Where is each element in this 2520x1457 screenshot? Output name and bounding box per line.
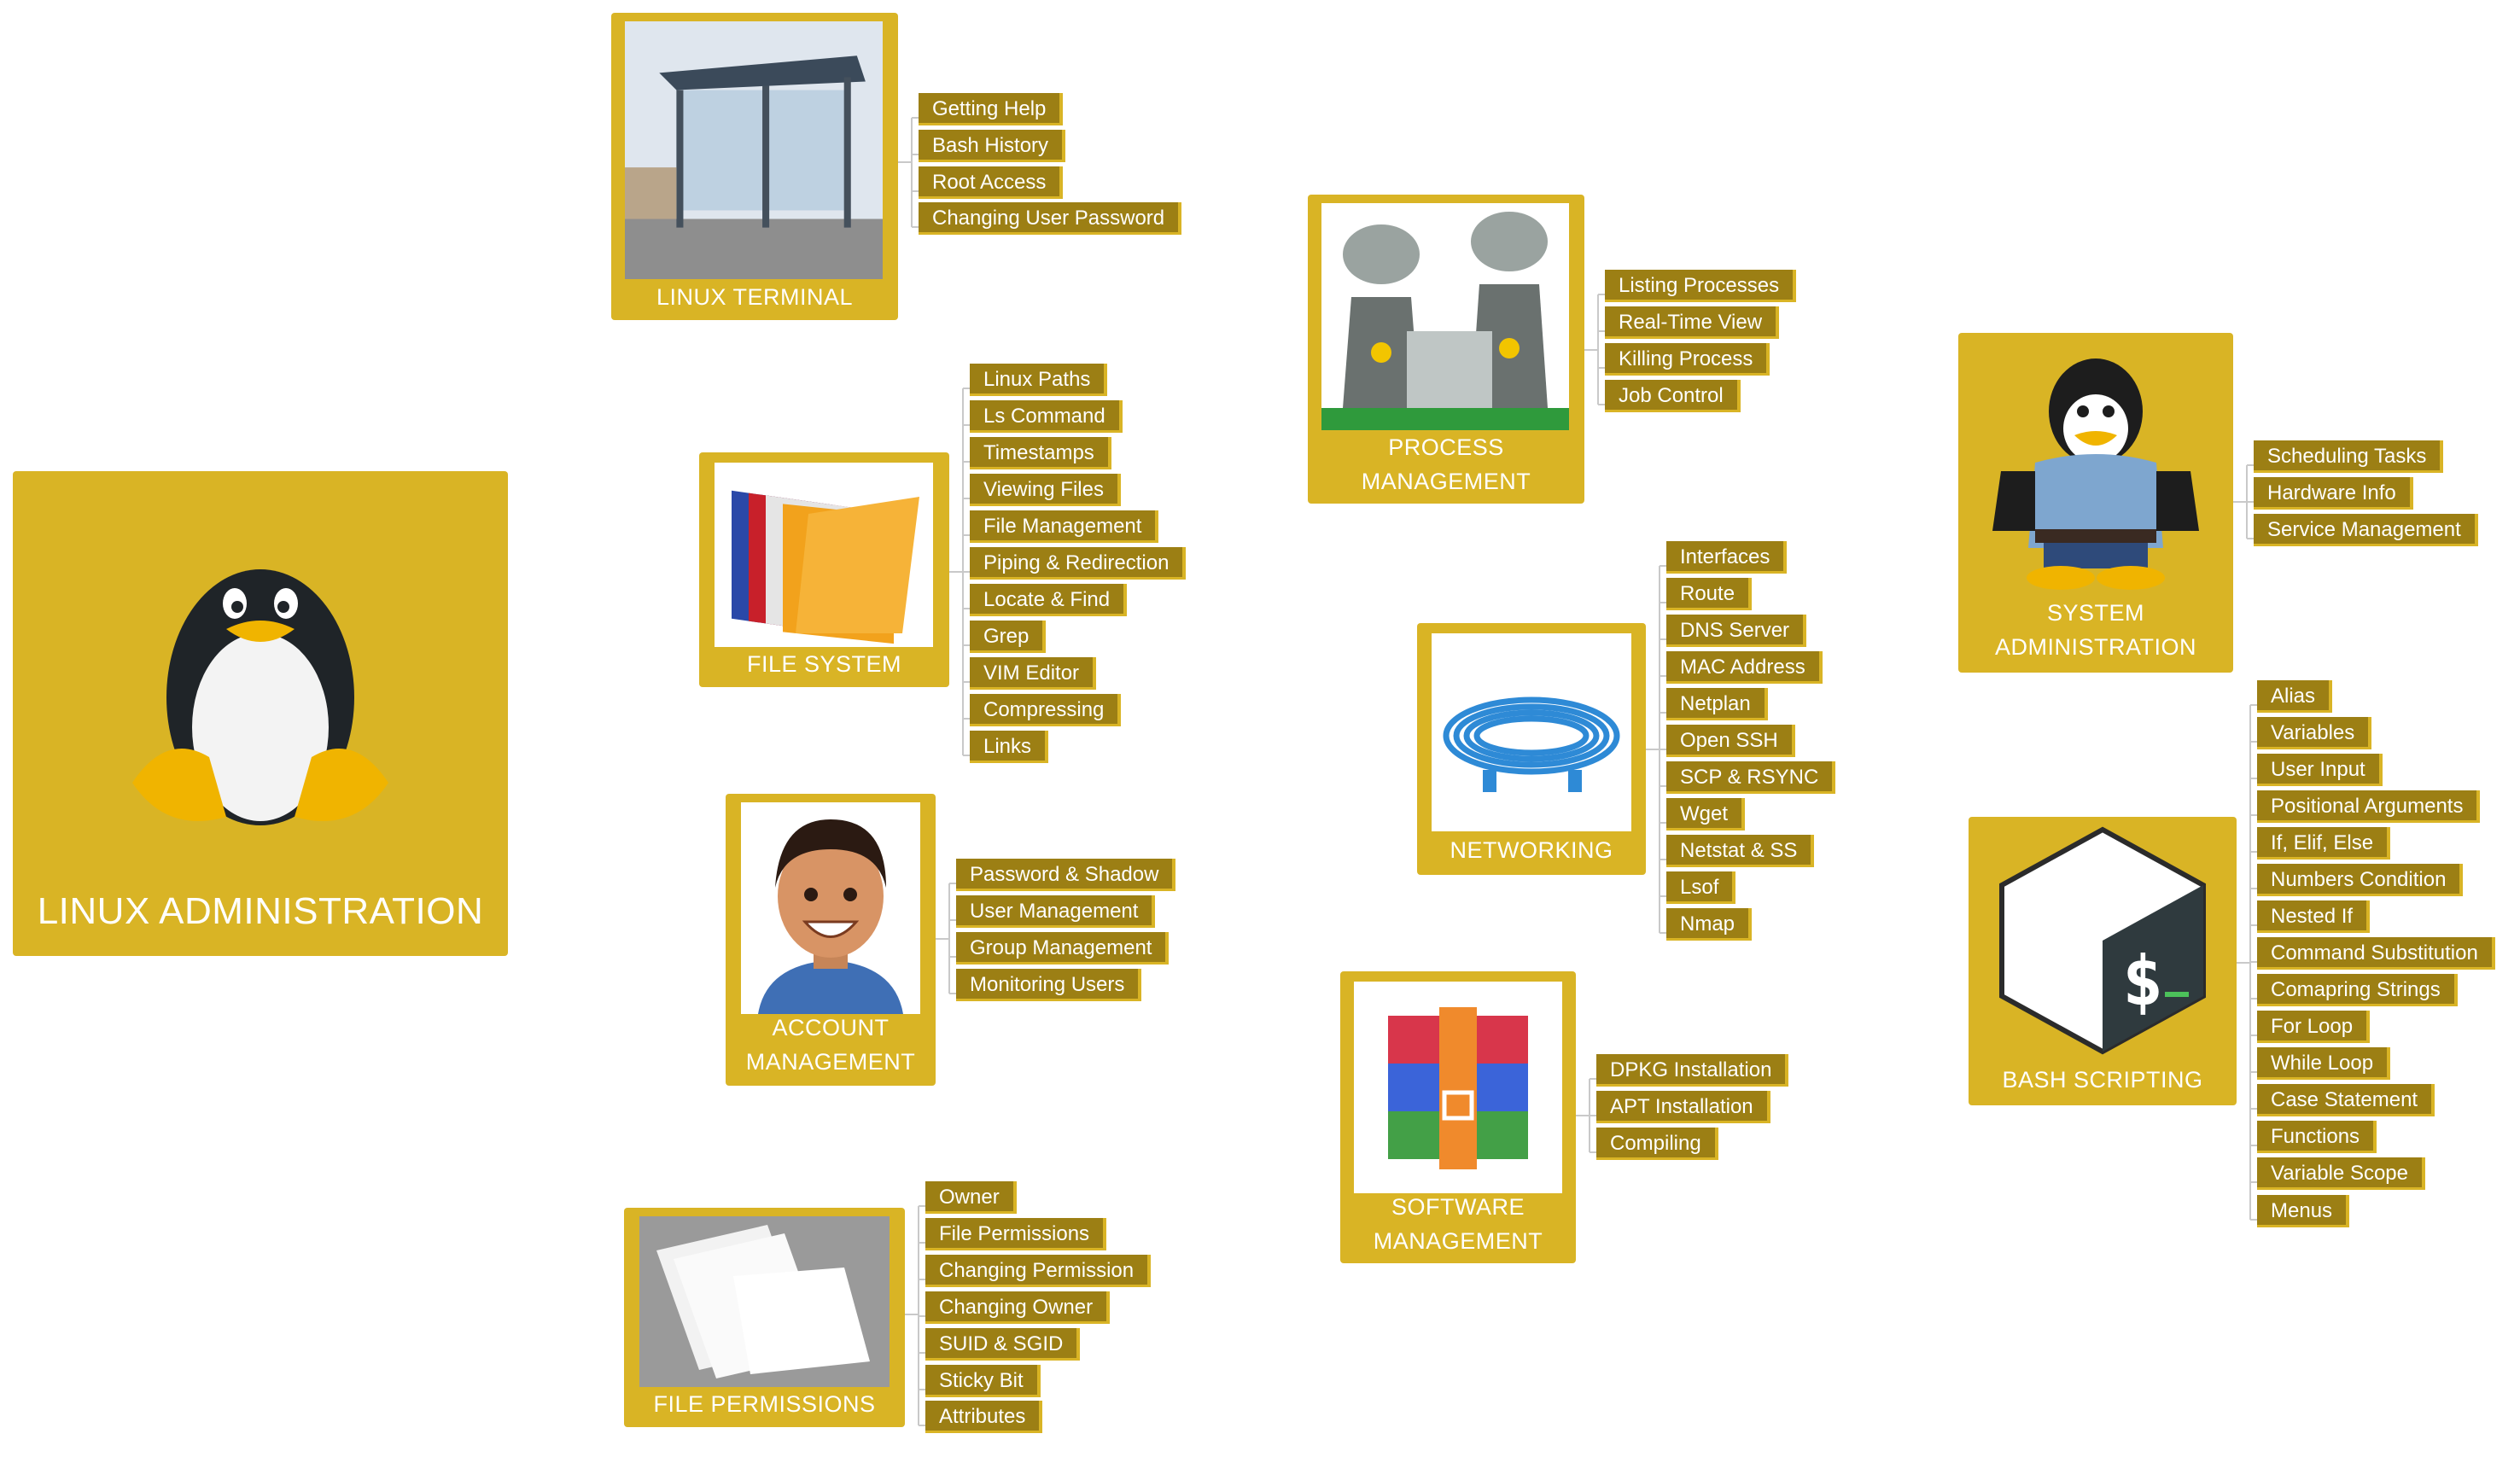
tag-piping-redirection[interactable]: Piping & Redirection — [970, 547, 1187, 580]
bus-stop-image — [625, 21, 883, 279]
tag-user-management[interactable]: User Management — [956, 895, 1156, 928]
tag-bash-history[interactable]: Bash History — [919, 130, 1066, 162]
tag-netstat-ss[interactable]: Netstat & SS — [1666, 835, 1815, 867]
card-title-line-1: SOFTWARE — [1391, 1194, 1525, 1220]
tag-nmap[interactable]: Nmap — [1666, 908, 1753, 941]
tag-attributes[interactable]: Attributes — [925, 1401, 1043, 1433]
tag-file-permissions[interactable]: File Permissions — [925, 1218, 1107, 1250]
network-cable-image — [1432, 633, 1631, 831]
card-title-line-1: SYSTEM — [2046, 600, 2145, 626]
tag-command-substitution[interactable]: Command Substitution — [2257, 937, 2495, 970]
tag-numbers-condition[interactable]: Numbers Condition — [2257, 864, 2464, 896]
tag-wget[interactable]: Wget — [1666, 798, 1746, 830]
tag-user-input[interactable]: User Input — [2257, 754, 2383, 786]
tag-if-elif-else[interactable]: If, Elif, Else — [2257, 827, 2391, 860]
bash-logo-image: $ — [1994, 825, 2211, 1056]
card-title: BASH SCRIPTING — [2002, 1067, 2203, 1093]
tag-changing-user-password[interactable]: Changing User Password — [919, 202, 1182, 235]
card-title-line-2: ADMINISTRATION — [1995, 634, 2196, 660]
tag-vim-editor[interactable]: VIM Editor — [970, 657, 1097, 690]
card-software-management[interactable]: SOFTWARE MANAGEMENT — [1340, 971, 1576, 1263]
tag-file-management[interactable]: File Management — [970, 510, 1159, 543]
user-avatar-image — [741, 802, 920, 1014]
tag-scheduling-tasks[interactable]: Scheduling Tasks — [2254, 440, 2444, 473]
main-title: LINUX ADMINISTRATION — [37, 890, 484, 932]
tag-netplan[interactable]: Netplan — [1666, 688, 1768, 720]
tag-mac-address[interactable]: MAC Address — [1666, 651, 1823, 684]
tag-variable-scope[interactable]: Variable Scope — [2257, 1157, 2425, 1190]
tag-password-shadow[interactable]: Password & Shadow — [956, 859, 1176, 891]
tag-nested-if[interactable]: Nested If — [2257, 900, 2371, 933]
tag-ls-command[interactable]: Ls Command — [970, 400, 1123, 433]
tag-dns-server[interactable]: DNS Server — [1666, 615, 1807, 647]
tag-listing-processes[interactable]: Listing Processes — [1605, 270, 1797, 302]
tag-real-time-view[interactable]: Real-Time View — [1605, 306, 1780, 339]
card-system-administration[interactable]: SYSTEM ADMINISTRATION — [1958, 333, 2233, 673]
card-title: NETWORKING — [1450, 837, 1613, 863]
tag-compressing[interactable]: Compressing — [970, 694, 1122, 726]
card-title-line-1: PROCESS — [1388, 434, 1504, 460]
card-linux-terminal[interactable]: LINUX TERMINAL — [611, 13, 898, 320]
tag-group-management[interactable]: Group Management — [956, 932, 1170, 965]
tag-compiling[interactable]: Compiling — [1596, 1128, 1718, 1160]
tag-job-control[interactable]: Job Control — [1605, 380, 1741, 412]
tag-sticky-bit[interactable]: Sticky Bit — [925, 1365, 1041, 1397]
tag-killing-process[interactable]: Killing Process — [1605, 343, 1770, 376]
card-title: LINUX TERMINAL — [656, 284, 854, 310]
tux-penguin-icon — [132, 527, 388, 834]
tag-comparing-strings[interactable]: Comapring Strings — [2257, 974, 2458, 1006]
tag-changing-owner[interactable]: Changing Owner — [925, 1291, 1111, 1324]
tag-scp-rsync[interactable]: SCP & RSYNC — [1666, 761, 1836, 794]
tag-viewing-files[interactable]: Viewing Files — [970, 474, 1121, 506]
card-title-line-2: MANAGEMENT — [1373, 1228, 1543, 1254]
card-process-management[interactable]: PROCESS MANAGEMENT — [1308, 195, 1584, 504]
tag-linux-paths[interactable]: Linux Paths — [970, 364, 1108, 396]
tag-alias[interactable]: Alias — [2257, 680, 2333, 713]
tag-interfaces[interactable]: Interfaces — [1666, 541, 1788, 574]
card-title-line-2: MANAGEMENT — [1361, 469, 1531, 494]
tag-lsof[interactable]: Lsof — [1666, 871, 1736, 904]
tag-variables[interactable]: Variables — [2257, 717, 2372, 749]
card-account-management[interactable]: ACCOUNT MANAGEMENT — [726, 794, 936, 1086]
tag-apt-installation[interactable]: APT Installation — [1596, 1091, 1770, 1123]
tag-while-loop[interactable]: While Loop — [2257, 1047, 2391, 1080]
tag-for-loop[interactable]: For Loop — [2257, 1011, 2371, 1043]
police-penguin-image — [1984, 343, 2208, 591]
card-title: FILE SYSTEM — [746, 651, 902, 677]
card-title-line-2: MANAGEMENT — [745, 1049, 916, 1075]
tag-positional-arguments[interactable]: Positional Arguments — [2257, 790, 2481, 823]
tag-owner[interactable]: Owner — [925, 1181, 1017, 1214]
tag-open-ssh[interactable]: Open SSH — [1666, 725, 1795, 757]
tag-links[interactable]: Links — [970, 731, 1049, 763]
tag-service-management[interactable]: Service Management — [2254, 514, 2478, 546]
power-plant-image — [1321, 203, 1569, 430]
folders-image — [715, 463, 933, 647]
tag-getting-help[interactable]: Getting Help — [919, 93, 1064, 125]
tag-hardware-info[interactable]: Hardware Info — [2254, 477, 2413, 510]
tag-dpkg-installation[interactable]: DPKG Installation — [1596, 1054, 1789, 1087]
tag-functions[interactable]: Functions — [2257, 1121, 2377, 1153]
tag-locate-find[interactable]: Locate & Find — [970, 584, 1128, 616]
tag-root-access[interactable]: Root Access — [919, 166, 1064, 199]
card-networking[interactable]: NETWORKING — [1417, 623, 1646, 875]
paper-stack-image — [639, 1216, 890, 1387]
tag-grep[interactable]: Grep — [970, 621, 1047, 653]
tag-case-statement[interactable]: Case Statement — [2257, 1084, 2435, 1116]
svg-text:$: $ — [2122, 941, 2163, 1021]
card-title: FILE PERMISSIONS — [653, 1391, 876, 1417]
tag-changing-permission[interactable]: Changing Permission — [925, 1255, 1152, 1287]
card-bash-scripting[interactable]: $ BASH SCRIPTING — [1969, 817, 2237, 1105]
tag-route[interactable]: Route — [1666, 578, 1753, 610]
tag-timestamps[interactable]: Timestamps — [970, 437, 1111, 469]
tag-menus[interactable]: Menus — [2257, 1195, 2350, 1227]
tag-monitoring-users[interactable]: Monitoring Users — [956, 969, 1142, 1001]
main-card[interactable]: LINUX ADMINISTRATION — [13, 471, 508, 956]
archive-package-image — [1354, 982, 1562, 1193]
card-title-line-1: ACCOUNT — [772, 1015, 890, 1040]
card-file-permissions[interactable]: FILE PERMISSIONS — [624, 1208, 905, 1427]
card-file-system[interactable]: FILE SYSTEM — [699, 452, 949, 687]
tag-suid-sgid[interactable]: SUID & SGID — [925, 1328, 1081, 1361]
